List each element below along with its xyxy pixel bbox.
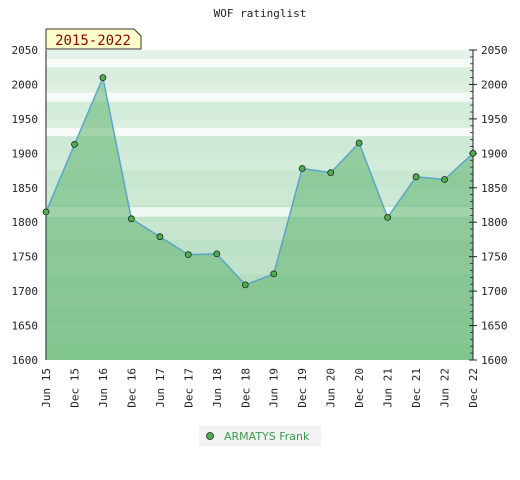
range-badge-box <box>45 28 142 50</box>
legend: ARMATYS Frank <box>199 426 321 446</box>
y-tick-label-left: 1800 <box>12 216 39 229</box>
y-tick-label-right: 1950 <box>481 113 508 126</box>
data-point <box>469 149 477 157</box>
x-tick-label: Dec 15 <box>68 368 81 408</box>
data-point <box>213 250 221 258</box>
background-band-light <box>46 92 473 102</box>
data-point <box>355 139 363 147</box>
x-tick-label: Jun 18 <box>211 368 224 408</box>
background-band <box>46 67 473 85</box>
y-tick-label-left: 1950 <box>12 113 39 126</box>
chart-title: WOF ratinglist <box>214 7 307 20</box>
x-tick-label: Jun 15 <box>40 368 53 408</box>
x-tick-label: Dec 19 <box>296 368 309 408</box>
y-tick-label-right: 1750 <box>481 251 508 264</box>
data-point <box>412 173 420 181</box>
background-band <box>46 136 473 154</box>
y-tick-label-left: 1750 <box>12 251 39 264</box>
y-tick-label-left: 1850 <box>12 182 39 195</box>
range-badge-text: 2015-2022 <box>55 33 131 49</box>
data-point <box>241 281 249 289</box>
x-tick-label: Jun 21 <box>382 368 395 408</box>
y-tick-label-left: 2050 <box>12 44 39 57</box>
x-tick-label: Dec 16 <box>125 368 138 408</box>
x-tick-label: Dec 22 <box>467 368 480 408</box>
x-tick-label: Jun 22 <box>439 368 452 408</box>
x-tick-label: Dec 18 <box>239 368 252 408</box>
data-point <box>384 213 392 221</box>
x-tick-label: Dec 20 <box>353 368 366 408</box>
x-tick-label: Jun 16 <box>97 368 110 408</box>
data-point <box>270 270 278 278</box>
background-band <box>46 101 473 119</box>
y-tick-label-left: 2000 <box>12 78 39 91</box>
y-tick-label-right: 2000 <box>481 78 508 91</box>
y-tick-label-right: 1700 <box>481 285 508 298</box>
y-tick-label-right: 1650 <box>481 320 508 333</box>
area-fill <box>46 77 473 360</box>
legend-label: ARMATYS Frank <box>224 430 310 443</box>
legend-box <box>199 426 321 446</box>
y-tick-label-left: 1600 <box>12 354 39 367</box>
data-point <box>184 251 192 259</box>
data-point <box>441 176 448 183</box>
data-point <box>327 169 335 177</box>
x-tick-label: Jun 20 <box>325 368 338 408</box>
y-tick-label-right: 2050 <box>481 44 508 57</box>
x-tick-label: Dec 17 <box>182 368 195 408</box>
y-tick-label-right: 1900 <box>481 147 508 160</box>
y-tick-label-left: 1900 <box>12 147 39 160</box>
axes-group: 1600 1600 1650 1650 1700 1700 1750 1750 1800 1800… <box>12 44 508 408</box>
y-tick-label-right: 1850 <box>481 182 508 195</box>
legend-marker <box>206 432 214 440</box>
x-tick-label: Jun 17 <box>154 368 167 408</box>
data-point <box>127 215 135 223</box>
background-band-light <box>46 207 473 217</box>
data-point <box>71 140 78 148</box>
data-point <box>298 165 306 172</box>
y-tick-label-right: 1600 <box>481 354 508 367</box>
data-point <box>42 208 50 216</box>
markers-group <box>42 74 477 289</box>
data-point <box>156 233 164 241</box>
x-tick-label: Jun 19 <box>268 368 281 408</box>
x-tick-label: Dec 21 <box>410 368 423 408</box>
background-band-light <box>46 127 473 137</box>
background-band-light <box>46 58 473 68</box>
y-tick-label-right: 1800 <box>481 216 508 229</box>
range-badge: 2015-2022 <box>45 28 142 50</box>
y-tick-label-left: 1700 <box>12 285 39 298</box>
y-tick-label-left: 1650 <box>12 320 39 333</box>
data-point <box>99 74 107 81</box>
series-line <box>45 75 474 286</box>
